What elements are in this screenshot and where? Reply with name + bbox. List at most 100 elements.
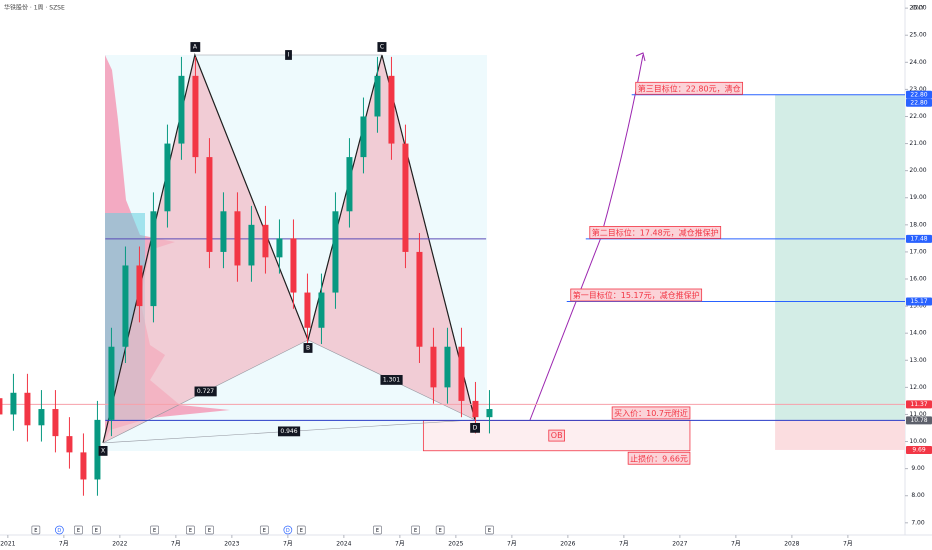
event-marker [411, 525, 420, 535]
candle-body [360, 116, 367, 158]
x-tick-label: 2023 [224, 541, 239, 548]
y-tick-label: 22.00 [909, 113, 926, 120]
event-marker [283, 525, 293, 535]
candle-body [430, 346, 437, 388]
event-marker [31, 525, 41, 535]
y-tick-label: 12.00 [909, 384, 926, 391]
y-tick-label: 26.00 [909, 5, 926, 12]
candle-body [192, 75, 199, 158]
candle-body [458, 346, 465, 401]
candle-body [52, 409, 59, 437]
event-marker [186, 525, 195, 535]
event-label: E [34, 528, 37, 534]
price-tag [906, 416, 932, 425]
price-tag-label: 22.80 [910, 91, 927, 98]
x-tick-label: 2021 [0, 541, 15, 548]
candle-body [178, 75, 185, 144]
event-marker [150, 525, 159, 535]
candle-body [122, 265, 129, 347]
x-tick-label: 7月 [283, 541, 293, 548]
event-label: E [208, 528, 211, 534]
pattern-point-box [303, 343, 313, 353]
candle-body [80, 452, 87, 480]
pattern-point-box [470, 422, 480, 433]
level-label-box [635, 81, 744, 95]
price-tag [906, 98, 932, 107]
target-zone [775, 420, 905, 450]
price-tag [906, 400, 932, 409]
pattern-point-label: A [193, 43, 198, 50]
pattern-point-label: X [101, 447, 105, 454]
candle-body [486, 409, 493, 418]
candle-body [66, 436, 73, 453]
level-label: 第一目标位：15.17元，减仓推保护 [573, 290, 700, 300]
y-tick-label: 19.00 [909, 194, 926, 201]
pattern-ratio-box [277, 426, 301, 437]
event-label: D [286, 528, 290, 534]
event-label: E [153, 528, 156, 534]
pattern-point-box [377, 42, 387, 52]
x-tick-label: 7月 [171, 541, 181, 548]
x-tick-label: 2027 [672, 541, 687, 548]
event-marker [74, 525, 83, 535]
x-tick-label: 7月 [507, 541, 517, 548]
event-marker [296, 525, 306, 535]
candle-body [472, 400, 479, 418]
pattern-ratio-box [380, 375, 403, 385]
ob-label: OB [551, 431, 563, 440]
pattern-ratio-box [285, 50, 292, 60]
event-marker [485, 525, 494, 535]
pattern-ratio-box [194, 386, 217, 397]
candle-body [234, 211, 241, 266]
y-tick-label: 13.00 [909, 357, 926, 364]
candle-body [10, 392, 17, 415]
candle-body [332, 211, 339, 293]
target-zone [775, 94, 905, 421]
candle-body [248, 224, 255, 266]
level-label: 第二目标位：17.48元，减仓推保护 [592, 227, 719, 237]
arrow-head [635, 52, 646, 62]
y-tick-label: 16.00 [909, 276, 926, 283]
event-marker [373, 525, 382, 535]
price-tag-label: 10.78 [910, 417, 927, 424]
event-marker [435, 525, 445, 535]
event-marker [205, 525, 214, 535]
x-tick-label: 7月 [395, 541, 405, 548]
y-tick-label: 9.00 [911, 465, 925, 472]
event-marker [259, 525, 269, 535]
level-label-box [589, 226, 722, 239]
pattern-ratio: 0.946 [280, 428, 297, 435]
x-tick-label: 2024 [336, 541, 351, 548]
candle-body [276, 238, 283, 258]
candle-body [38, 409, 45, 426]
event-marker [91, 525, 101, 535]
event-label: E [95, 528, 98, 534]
candle-body [150, 211, 157, 307]
y-tick-label: 15.00 [909, 303, 926, 310]
buy-label-box [611, 406, 691, 420]
y-tick-label: 18.00 [909, 221, 926, 228]
stop-label: 止损价：9.66元 [630, 453, 688, 463]
x-tick-label: 7月 [843, 541, 853, 548]
event-label: E [376, 528, 379, 534]
pattern-ratio: 0.727 [197, 388, 214, 395]
x-tick-label: 7月 [619, 541, 629, 548]
candle-body [444, 346, 451, 388]
event-label: E [439, 528, 442, 534]
y-tick-label: 8.00 [911, 492, 925, 499]
candle-body [402, 143, 409, 252]
pattern-ratio: I [288, 51, 290, 58]
price-tag-label: 9.69 [912, 446, 926, 453]
level-label: 第三目标位：22.80元，清仓 [638, 83, 741, 93]
x-tick-label: 7月 [59, 541, 69, 548]
pattern-point-box [98, 445, 108, 456]
price-tag [906, 297, 932, 306]
candle-body [304, 292, 311, 328]
price-tag-label: 15.17 [910, 298, 927, 305]
ob-label-box [548, 429, 565, 442]
x-tick-label: 2028 [784, 541, 799, 548]
x-tick-label: 2025 [448, 541, 463, 548]
event-label: E [300, 528, 303, 534]
y-tick-label: 14.00 [909, 330, 926, 337]
